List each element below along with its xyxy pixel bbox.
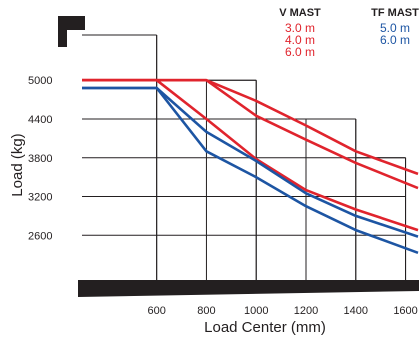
series-layer	[82, 78, 419, 255]
y-tick-label: 2600	[28, 230, 52, 242]
x-tick-label: 800	[197, 305, 215, 317]
legend-group-title: TF MAST	[371, 7, 419, 19]
grid-layer	[82, 34, 407, 287]
y-tick-label: 3800	[28, 153, 52, 165]
mast-top-shape	[58, 16, 85, 47]
x-tick-label: 1600	[393, 305, 417, 317]
series-line-3	[82, 78, 419, 232]
y-tick-label: 3200	[28, 192, 52, 204]
legend-entry: 6.0 m	[380, 33, 410, 47]
frame-layer	[58, 16, 419, 297]
legend-entry: 6.0 m	[285, 45, 315, 59]
x-tick-label: 1400	[344, 305, 368, 317]
x-tick-label: 1200	[294, 305, 318, 317]
legend-group-title: V MAST	[279, 7, 321, 19]
y-tick-label: 4400	[28, 114, 52, 126]
legend-entry: 3.0 m	[285, 21, 315, 35]
x-tick-label: 1000	[244, 305, 268, 317]
y-axis-label: Load (kg)	[9, 133, 26, 196]
x-tick-label: 600	[147, 305, 165, 317]
fork-base-shape	[78, 280, 419, 297]
series-line-2	[82, 78, 419, 190]
x-axis-label: Load Center (mm)	[204, 319, 326, 336]
legend-entry: 5.0 m	[380, 21, 410, 35]
y-tick-label: 5000	[28, 75, 52, 87]
series-line-1	[82, 78, 419, 176]
series-line-5	[82, 86, 419, 255]
legend-entry: 4.0 m	[285, 33, 315, 47]
tick-layer: 2600 3200 3800 4400 5000 600 800 1000 1200 1400 16…	[28, 75, 418, 317]
